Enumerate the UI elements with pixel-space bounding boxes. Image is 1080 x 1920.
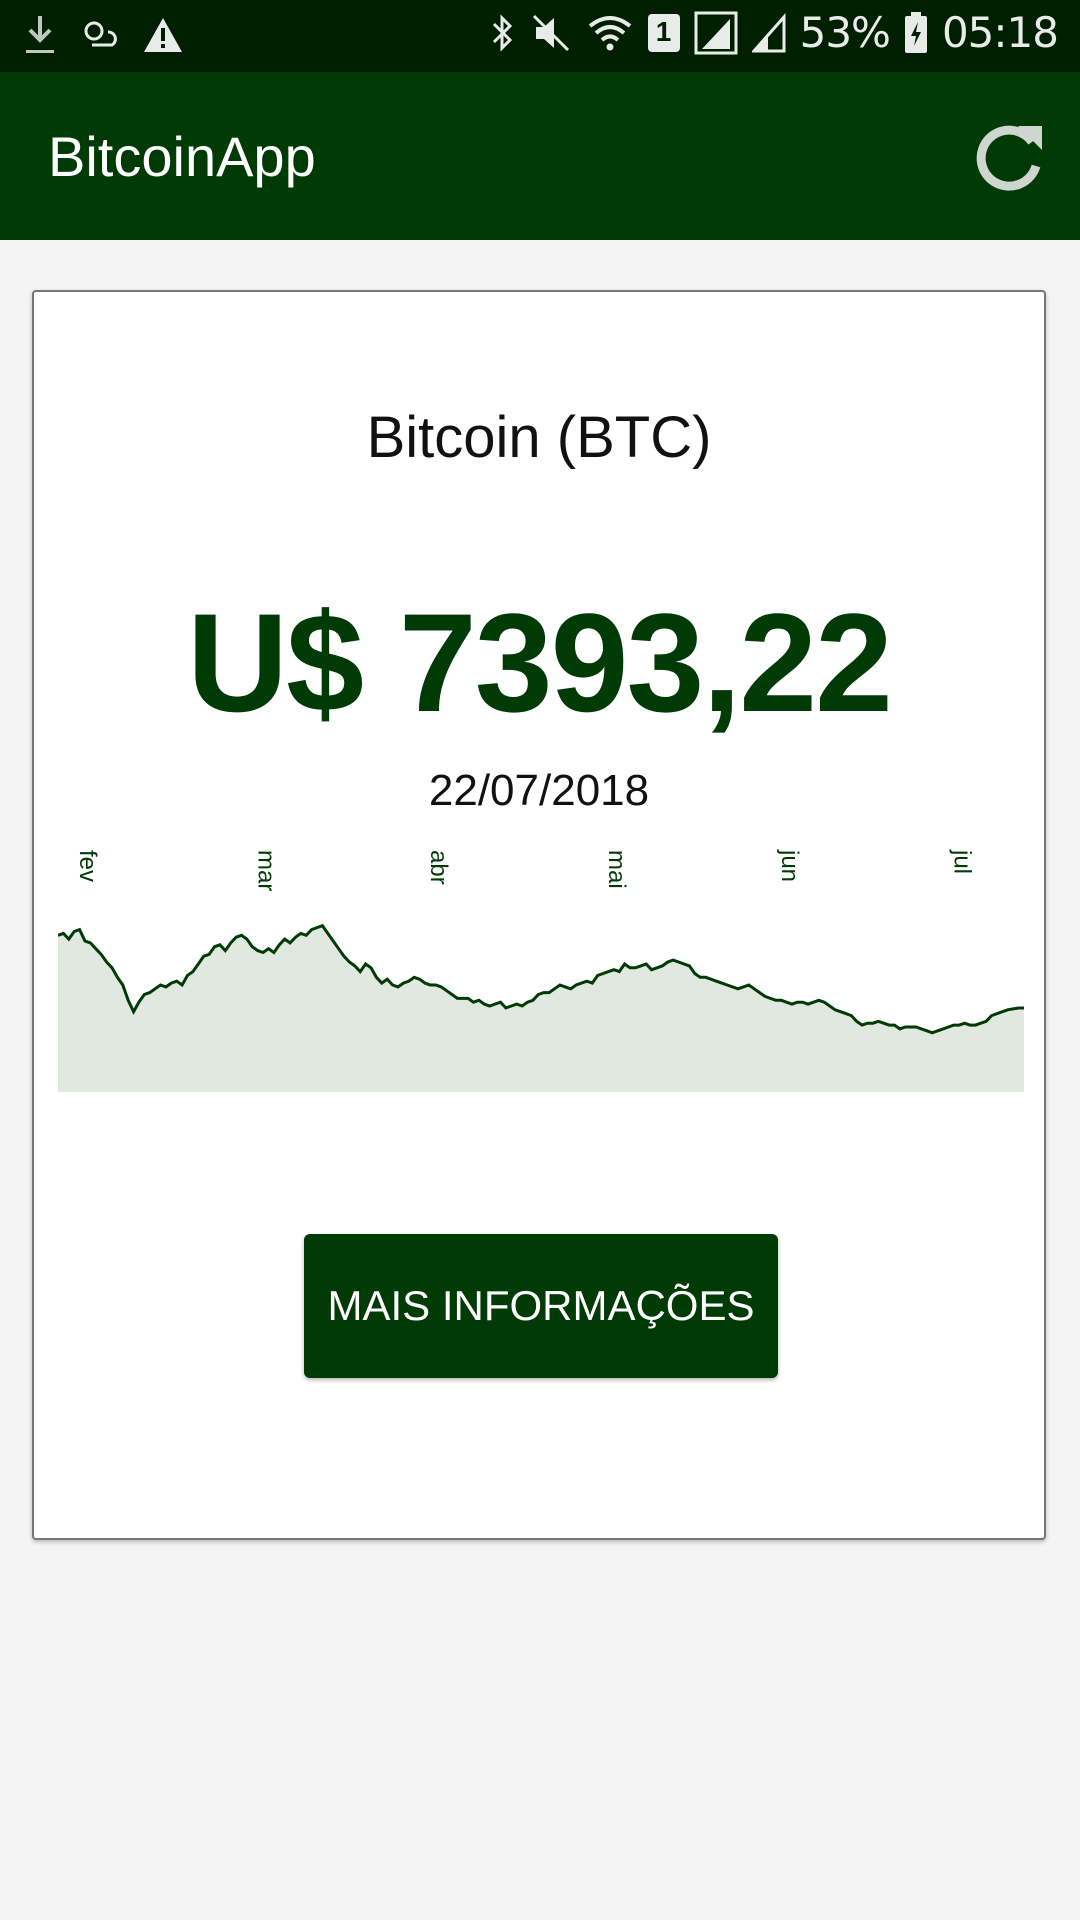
price-date: 22/07/2018 bbox=[428, 766, 650, 815]
chart-line bbox=[58, 923, 1024, 1035]
signal-icon-2 bbox=[751, 12, 786, 53]
bluetooth-icon bbox=[490, 12, 516, 54]
sim-badge: 1 bbox=[655, 15, 672, 47]
sim-icon: 1 bbox=[647, 13, 680, 52]
coin-name: Bitcoin (BTC) bbox=[366, 405, 712, 470]
price-value: U$ 7393,22 bbox=[187, 584, 893, 741]
month-label-abr: abr bbox=[425, 850, 452, 885]
signal-icon bbox=[694, 11, 738, 55]
refresh-button[interactable] bbox=[970, 116, 1050, 196]
month-label-jun: jun bbox=[776, 849, 803, 882]
price-chart: fev mar abr mai jun jul bbox=[58, 849, 1024, 1092]
month-labels: fev mar abr mai jun jul bbox=[74, 849, 975, 891]
app-bar: BitcoinApp bbox=[0, 72, 1080, 240]
price-card: Bitcoin (BTC) U$ 7393,22 22/07/2018 fev m… bbox=[32, 290, 1046, 1540]
wifi-icon bbox=[586, 12, 634, 54]
chart-area bbox=[58, 925, 1024, 1092]
weather-icon bbox=[78, 15, 122, 55]
month-label-fev: fev bbox=[74, 850, 101, 882]
battery-percent: 53% bbox=[799, 8, 891, 57]
clock: 05:18 bbox=[941, 8, 1059, 57]
download-icon bbox=[22, 12, 58, 58]
month-label-mai: mai bbox=[603, 850, 630, 889]
month-label-jul: jul bbox=[948, 849, 975, 874]
app-title: BitcoinApp bbox=[48, 125, 316, 188]
warning-icon bbox=[142, 16, 184, 54]
battery-icon bbox=[904, 11, 928, 54]
month-label-mar: mar bbox=[252, 850, 279, 891]
refresh-icon bbox=[976, 125, 1042, 191]
status-bar: 1 53% 05:18 bbox=[0, 0, 1080, 72]
more-info-button[interactable]: MAIS INFORMAÇÕES bbox=[304, 1234, 778, 1378]
mute-icon bbox=[530, 12, 572, 54]
